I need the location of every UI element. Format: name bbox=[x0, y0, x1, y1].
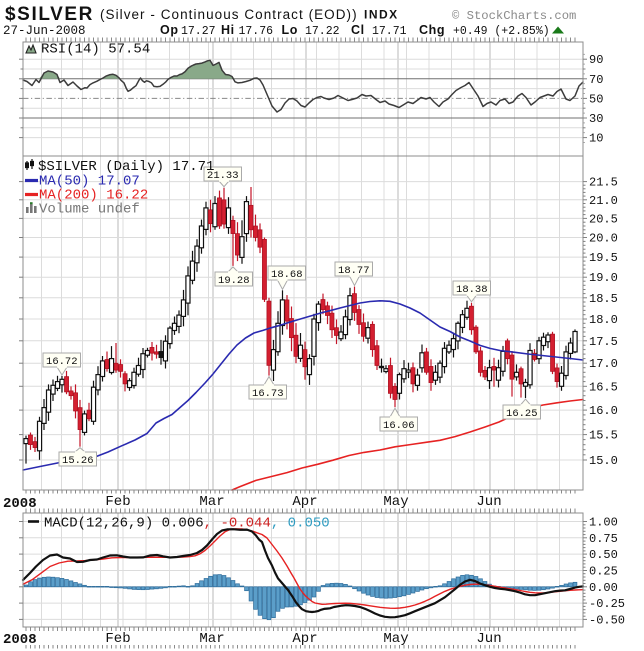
svg-text:30: 30 bbox=[589, 112, 603, 126]
svg-text:2008: 2008 bbox=[3, 632, 37, 648]
svg-text:16.72: 16.72 bbox=[46, 356, 78, 368]
svg-text:-0.25: -0.25 bbox=[589, 597, 625, 611]
svg-text:INDX: INDX bbox=[364, 8, 399, 22]
svg-text:Op: Op bbox=[160, 23, 179, 37]
svg-text:16.5: 16.5 bbox=[589, 380, 618, 394]
svg-text:21.0: 21.0 bbox=[589, 194, 618, 208]
svg-text:19.28: 19.28 bbox=[218, 275, 250, 287]
svg-text:15.26: 15.26 bbox=[62, 455, 94, 467]
svg-text:16.0: 16.0 bbox=[589, 404, 618, 418]
svg-text:18.5: 18.5 bbox=[589, 292, 618, 306]
svg-text:18.38: 18.38 bbox=[456, 284, 488, 296]
svg-text:Chg: Chg bbox=[419, 23, 445, 37]
svg-text:15.0: 15.0 bbox=[589, 454, 618, 468]
svg-text:16.73: 16.73 bbox=[252, 388, 284, 400]
svg-text:0.50: 0.50 bbox=[589, 548, 618, 562]
svg-text:18.68: 18.68 bbox=[271, 269, 303, 281]
svg-text:18.0: 18.0 bbox=[589, 313, 618, 327]
svg-text:16.25: 16.25 bbox=[506, 408, 538, 420]
svg-text:2008: 2008 bbox=[3, 496, 37, 512]
svg-text:70: 70 bbox=[589, 73, 603, 87]
svg-text:50: 50 bbox=[589, 92, 603, 106]
svg-text:16.06: 16.06 bbox=[383, 420, 415, 432]
svg-text:15.5: 15.5 bbox=[589, 429, 618, 443]
svg-text:Apr: Apr bbox=[292, 631, 317, 647]
svg-text:(Silver - Continuous Contract: (Silver - Continuous Contract (EOD)) bbox=[100, 7, 358, 22]
svg-text:17.76: 17.76 bbox=[239, 25, 274, 38]
svg-text:MACD(12,26,9) 0.006, -0.044, 0: MACD(12,26,9) 0.006, -0.044, 0.050 bbox=[44, 516, 330, 532]
svg-text:19.5: 19.5 bbox=[589, 251, 618, 265]
svg-text:17.22: 17.22 bbox=[305, 25, 340, 38]
svg-text:18.77: 18.77 bbox=[338, 265, 370, 277]
svg-text:Cl: Cl bbox=[351, 23, 365, 37]
svg-text:MA(200) 16.22: MA(200) 16.22 bbox=[39, 188, 148, 204]
svg-text:© StockCharts.com: © StockCharts.com bbox=[452, 9, 576, 23]
svg-text:0.00: 0.00 bbox=[589, 581, 618, 595]
svg-text:17.0: 17.0 bbox=[589, 357, 618, 371]
svg-text:20.0: 20.0 bbox=[589, 232, 618, 246]
svg-text:19.0: 19.0 bbox=[589, 271, 618, 285]
svg-text:Apr: Apr bbox=[292, 494, 317, 510]
svg-text:May: May bbox=[383, 494, 408, 510]
svg-text:17.5: 17.5 bbox=[589, 335, 618, 349]
svg-text:Jun: Jun bbox=[476, 494, 501, 510]
svg-text:0.25: 0.25 bbox=[589, 565, 618, 579]
svg-text:$SILVER: $SILVER bbox=[5, 4, 94, 25]
svg-text:90: 90 bbox=[589, 53, 603, 67]
svg-text:21.5: 21.5 bbox=[589, 176, 618, 190]
svg-text:Feb: Feb bbox=[105, 631, 130, 647]
svg-text:27-Jun-2008: 27-Jun-2008 bbox=[3, 24, 86, 38]
svg-text:May: May bbox=[383, 631, 408, 647]
svg-text:Hi: Hi bbox=[221, 23, 235, 37]
svg-text:Mar: Mar bbox=[199, 494, 224, 510]
svg-text:17.71: 17.71 bbox=[372, 25, 407, 38]
svg-text:Jun: Jun bbox=[476, 631, 501, 647]
svg-text:Lo: Lo bbox=[282, 23, 298, 37]
svg-text:$SILVER (Daily) 17.71: $SILVER (Daily) 17.71 bbox=[38, 159, 214, 175]
svg-text:20.5: 20.5 bbox=[589, 212, 618, 226]
svg-text:MA(50) 17.07: MA(50) 17.07 bbox=[39, 174, 140, 190]
svg-text:1.00: 1.00 bbox=[589, 516, 618, 530]
svg-text:Feb: Feb bbox=[105, 494, 130, 510]
svg-text:17.27: 17.27 bbox=[181, 25, 216, 38]
svg-text:10: 10 bbox=[589, 132, 603, 146]
svg-text:0.75: 0.75 bbox=[589, 532, 618, 546]
svg-text:21.33: 21.33 bbox=[207, 170, 239, 182]
svg-text:+0.49 (+2.85%): +0.49 (+2.85%) bbox=[453, 25, 550, 38]
svg-text:RSI(14) 57.54: RSI(14) 57.54 bbox=[41, 42, 150, 58]
svg-text:Mar: Mar bbox=[199, 631, 224, 647]
svg-text:Volume undef: Volume undef bbox=[39, 202, 140, 218]
svg-text:-0.50: -0.50 bbox=[589, 613, 625, 627]
